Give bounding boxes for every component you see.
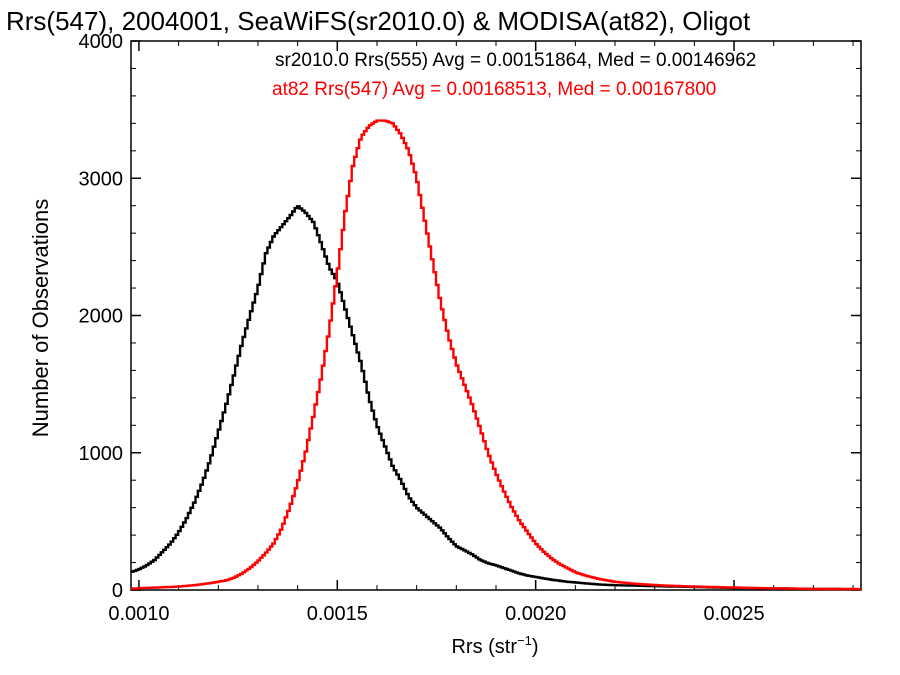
x-axis: 0.0010 0.0015 0.0020 0.0025 [108, 41, 854, 625]
chart-title: Rrs(547), 2004001, SeaWiFS(sr2010.0) & M… [6, 6, 751, 36]
x-tick-label: 0.0020 [505, 603, 566, 625]
x-tick-label: 0.0025 [703, 603, 764, 625]
x-tick-label: 0.0010 [108, 603, 169, 625]
legend-label-red: at82 Rrs(547) Avg = 0.00168513, Med = 0.… [272, 79, 716, 100]
y-tick-label: 0 [112, 580, 123, 602]
y-tick-label: 3000 [79, 168, 124, 190]
y-tick-label: 4000 [79, 31, 124, 53]
series-line-black [131, 205, 861, 591]
series-line-red [131, 119, 861, 591]
y-axis-label: Number of Observations [28, 199, 53, 437]
y-tick-label: 1000 [79, 443, 124, 465]
x-axis-label-main: Rrs (str [451, 636, 517, 658]
x-axis-label-superscript: −1 [517, 633, 532, 648]
x-axis-label: Rrs (str−1) [451, 633, 538, 658]
x-tick-label: 0.0015 [307, 603, 368, 625]
plot-frame [130, 40, 862, 591]
legend-label-black: sr2010.0 Rrs(555) Avg = 0.00151864, Med … [275, 50, 756, 71]
series-layer [131, 119, 861, 591]
y-axis: 0 1000 2000 3000 4000 [79, 31, 861, 602]
x-axis-label-close: ) [532, 636, 539, 658]
plot-area [130, 40, 862, 591]
y-tick-label: 2000 [79, 306, 124, 328]
